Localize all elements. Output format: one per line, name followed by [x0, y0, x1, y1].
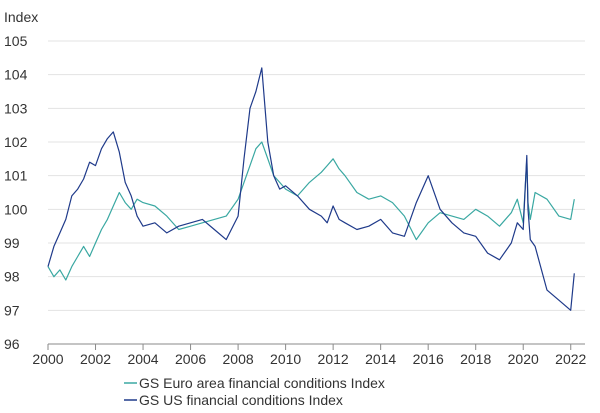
x-tick-label: 2016 — [413, 351, 444, 367]
x-tick-label: 2006 — [175, 351, 206, 367]
y-tick-label: 97 — [4, 302, 20, 318]
x-tick-label: 2018 — [460, 351, 491, 367]
x-tick-label: 2010 — [270, 351, 301, 367]
x-tick-label: 2012 — [318, 351, 349, 367]
x-tick-label: 2004 — [127, 351, 158, 367]
series-layer — [47, 67, 575, 311]
x-axis: 2000 2002 2004 2006 2008 2010 2012 2014 2016 2018… — [32, 343, 587, 367]
x-tick-label: 2000 — [32, 351, 63, 367]
y-tick-label: 102 — [4, 134, 28, 150]
x-tick-label: 2002 — [80, 351, 111, 367]
series-line-us — [47, 67, 575, 311]
legend-label: GS Euro area financial conditions Index — [139, 375, 385, 391]
y-tick-label: 104 — [4, 67, 28, 83]
y-tick-label: 96 — [4, 336, 20, 352]
y-tick-label: 100 — [4, 201, 28, 217]
y-tick-label: 101 — [4, 168, 28, 184]
y-axis-title: Index — [4, 9, 38, 25]
legend: GS Euro area financial conditions IndexG… — [124, 375, 385, 408]
x-tick-label: 2022 — [555, 351, 586, 367]
legend-label: GS US financial conditions Index — [139, 392, 343, 408]
y-tick-label: 98 — [4, 269, 20, 285]
y-tick-label: 103 — [4, 100, 28, 116]
x-tick-label: 2020 — [508, 351, 539, 367]
y-tick-label: 99 — [4, 235, 20, 251]
y-tick-label: 105 — [4, 33, 28, 49]
x-tick-label: 2008 — [223, 351, 254, 367]
x-tick-label: 2014 — [365, 351, 396, 367]
series-line-euro-area — [47, 141, 575, 281]
y-tick-labels: 96 97 98 99 100 101 102 103 104 105 — [4, 33, 28, 352]
